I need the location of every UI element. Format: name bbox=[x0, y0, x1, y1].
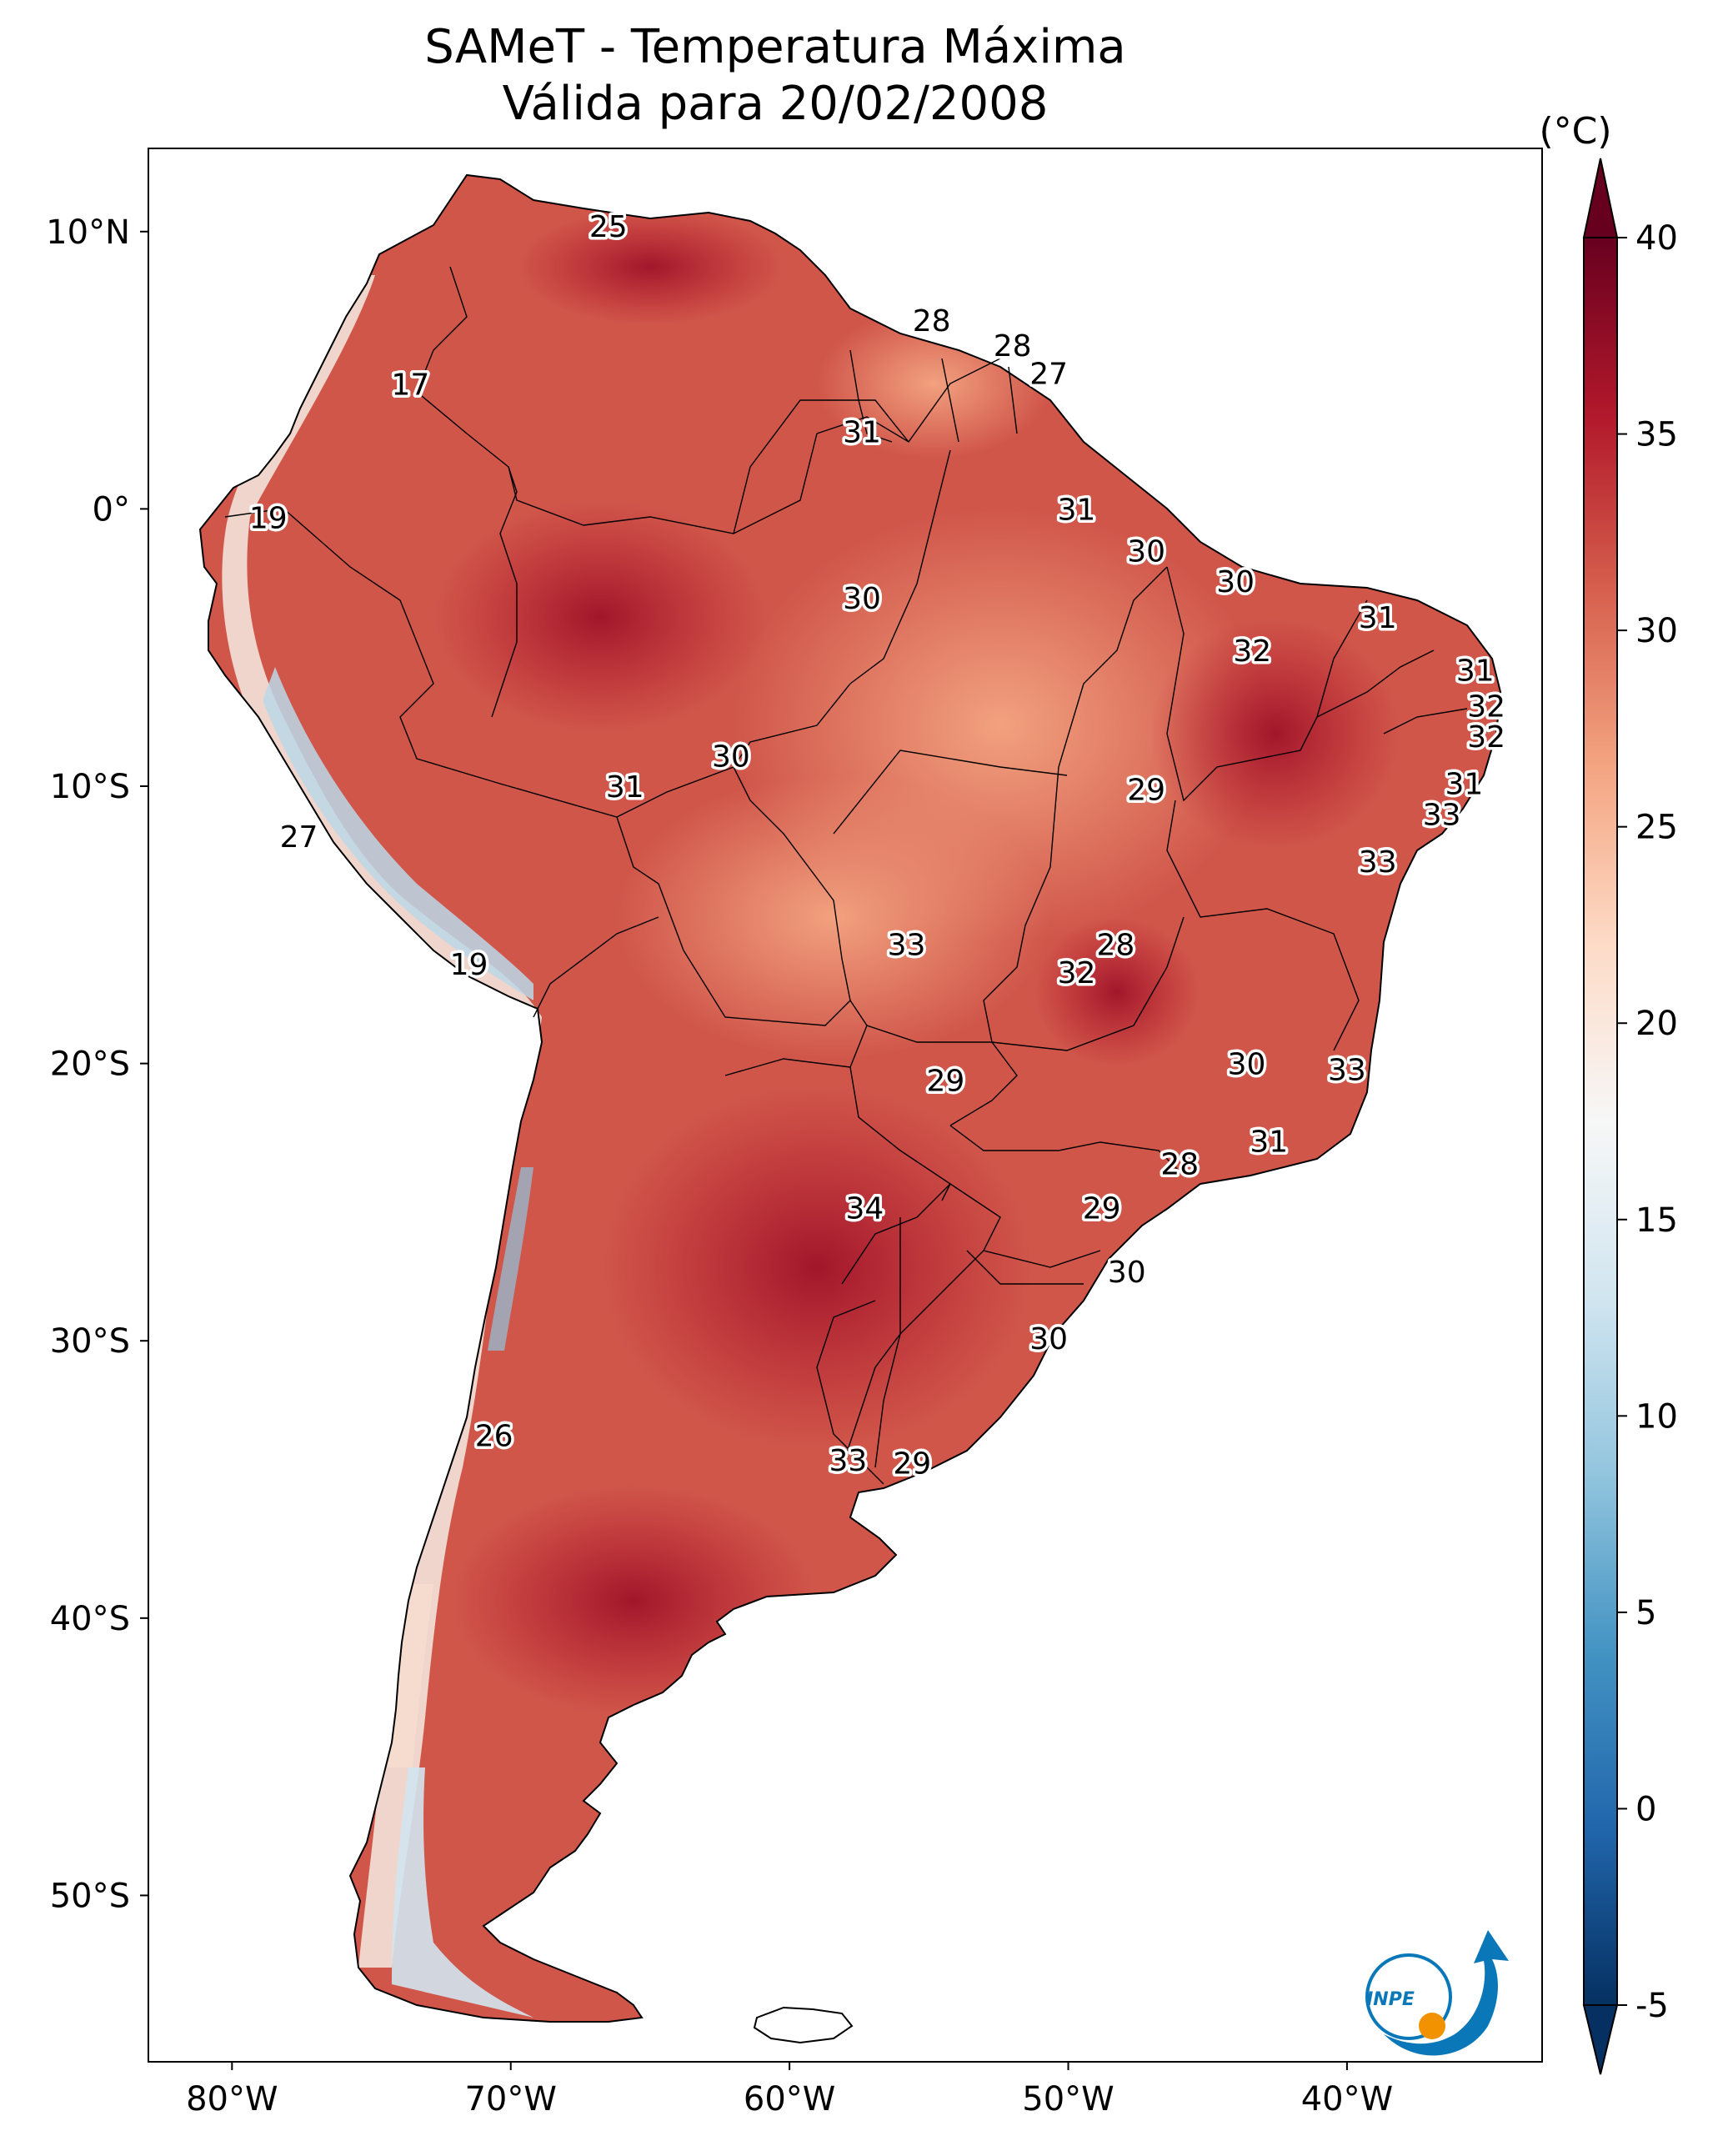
value-label: 32 bbox=[1233, 634, 1271, 669]
value-label: 30 bbox=[1127, 534, 1165, 569]
colorbar-tick-label: 20 bbox=[1635, 1005, 1678, 1043]
value-label: 33 bbox=[829, 1444, 867, 1478]
value-label: 30 bbox=[712, 740, 750, 774]
lat-tick-label: 0° bbox=[93, 490, 130, 529]
colorbar-gradient bbox=[1583, 237, 1618, 2006]
colorbar-tick-label: 25 bbox=[1635, 809, 1678, 847]
value-label: 33 bbox=[1423, 798, 1461, 832]
value-label: 17 bbox=[391, 369, 429, 403]
value-label: 29 bbox=[1127, 773, 1165, 807]
value-label: 33 bbox=[1328, 1053, 1366, 1087]
lat-tick-label: 20°S bbox=[50, 1045, 130, 1084]
value-label: 26 bbox=[475, 1419, 513, 1453]
value-label: 28 bbox=[994, 329, 1032, 364]
colorbar-extend-top bbox=[1582, 158, 1619, 238]
map-title-line1: SAMeT - Temperatura Máxima bbox=[424, 20, 1126, 74]
lat-tick-label: 30°S bbox=[50, 1322, 130, 1361]
value-label: 19 bbox=[249, 501, 288, 535]
lon-tick-label: 80°W bbox=[186, 2080, 278, 2118]
colorbar-tick-label: 10 bbox=[1635, 1397, 1678, 1436]
colorbar-tick-label: 15 bbox=[1635, 1201, 1678, 1240]
value-label: 25 bbox=[589, 210, 628, 244]
value-label: 30 bbox=[1228, 1048, 1266, 1082]
value-label: 28 bbox=[913, 304, 951, 338]
lat-tick-label: 50°S bbox=[50, 1877, 130, 1915]
colorbar-tick-label: 0 bbox=[1635, 1790, 1656, 1828]
value-label: 31 bbox=[1456, 654, 1495, 688]
value-label: 29 bbox=[926, 1065, 964, 1099]
value-label: 31 bbox=[1250, 1126, 1288, 1160]
value-label: 19 bbox=[450, 948, 488, 982]
country-borders bbox=[224, 266, 1468, 1485]
orange-dot-icon bbox=[1419, 2013, 1445, 2039]
value-label: 33 bbox=[888, 929, 926, 963]
longitude-axis: 80°W 70°W 60°W 50°W 40°W bbox=[186, 2062, 1393, 2118]
value-label: 32 bbox=[1467, 720, 1505, 755]
value-label: 34 bbox=[846, 1192, 884, 1226]
map-title-line2: Válida para 20/02/2008 bbox=[502, 77, 1049, 131]
value-label: 27 bbox=[280, 820, 318, 855]
colorbar: -5 0 5 10 15 20 25 30 35 40 (°C) bbox=[1539, 110, 1678, 2075]
value-label: 30 bbox=[1216, 565, 1255, 599]
value-label: 32 bbox=[1467, 690, 1505, 725]
colorbar-tick-label: 40 bbox=[1635, 219, 1678, 258]
colorbar-tick-label: 5 bbox=[1635, 1594, 1656, 1632]
arrow-swoosh-icon bbox=[1384, 1930, 1509, 2056]
logo-text: INPE bbox=[1366, 1989, 1415, 2010]
value-label: 27 bbox=[1029, 357, 1068, 391]
value-label: 31 bbox=[1445, 768, 1483, 802]
lat-tick-label: 40°S bbox=[50, 1600, 130, 1638]
lat-tick-label: 10°S bbox=[50, 768, 130, 806]
value-label: 30 bbox=[843, 582, 881, 616]
value-label: 31 bbox=[843, 415, 881, 449]
value-label: 31 bbox=[1058, 493, 1096, 527]
colorbar-tick-label: -5 bbox=[1635, 1987, 1669, 2025]
colorbar-tick-label: 35 bbox=[1635, 416, 1678, 454]
value-label: 31 bbox=[1359, 601, 1397, 635]
lon-tick-label: 70°W bbox=[464, 2080, 556, 2118]
value-label: 30 bbox=[1108, 1256, 1146, 1290]
value-label: 32 bbox=[1058, 956, 1096, 990]
colorbar-ticks: -5 0 5 10 15 20 25 30 35 40 bbox=[1617, 219, 1678, 2025]
falkland-islands bbox=[753, 2006, 854, 2044]
colorbar-tick-label: 30 bbox=[1635, 612, 1678, 650]
value-label: 31 bbox=[606, 770, 644, 805]
latitude-axis: 10°N 0° 10°S 20°S 30°S 40°S 50°S bbox=[46, 213, 148, 1915]
colorbar-unit: (°C) bbox=[1539, 110, 1611, 153]
colorbar-extend-bottom bbox=[1582, 2004, 1619, 2075]
value-label: 30 bbox=[1029, 1322, 1068, 1356]
value-label: 28 bbox=[1096, 929, 1134, 963]
value-label: 33 bbox=[1359, 845, 1397, 880]
value-label: 29 bbox=[893, 1447, 931, 1482]
lon-tick-label: 60°W bbox=[744, 2080, 835, 2118]
lon-tick-label: 50°W bbox=[1022, 2080, 1114, 2118]
lon-tick-label: 40°W bbox=[1301, 2080, 1393, 2118]
value-label: 29 bbox=[1083, 1192, 1121, 1226]
value-label: 28 bbox=[1160, 1147, 1199, 1181]
lat-tick-label: 10°N bbox=[46, 213, 130, 252]
inpe-logo: INPE bbox=[1365, 1930, 1509, 2056]
